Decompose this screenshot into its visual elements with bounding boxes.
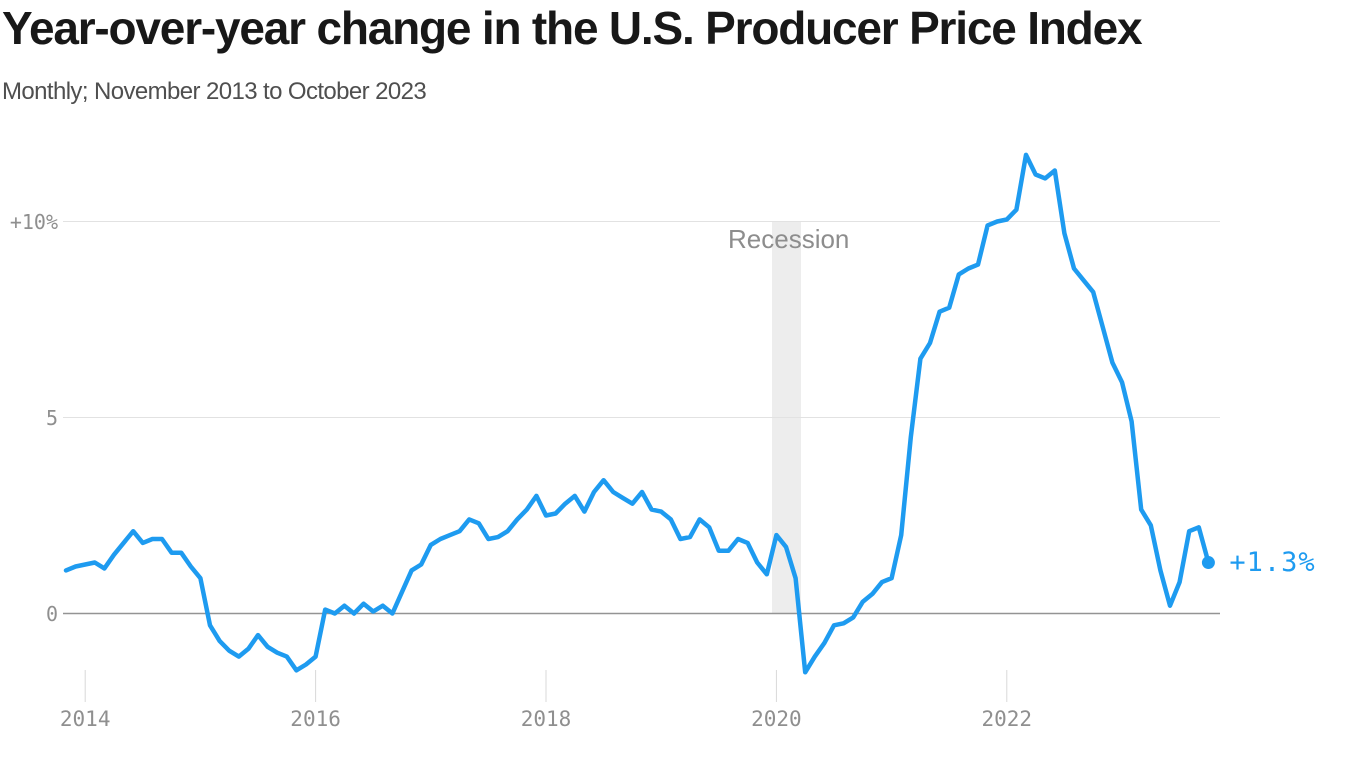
end-dot [1201, 556, 1215, 570]
x-axis-label-2020: 2020 [751, 707, 802, 731]
latest-value-label: +1.3% [1229, 546, 1316, 578]
recession-annotation: Recession [728, 224, 850, 254]
x-axis-label-2022: 2022 [981, 707, 1033, 731]
y-axis-label-10pct: +10% [9, 209, 58, 234]
ppi-line [63, 152, 1211, 675]
x-axis-label-2014: 2014 [59, 707, 111, 731]
x-axis-label-2016: 2016 [290, 707, 341, 731]
page-title: Year-over-year change in the U.S. Produc… [2, 2, 1143, 54]
x-axis-label-2018: 2018 [520, 707, 572, 731]
page-subtitle: Monthly; November 2013 to October 2023 [2, 78, 427, 105]
y-axis-label-5: 5 [45, 405, 58, 430]
y-axis-label-0: 0 [45, 601, 58, 626]
